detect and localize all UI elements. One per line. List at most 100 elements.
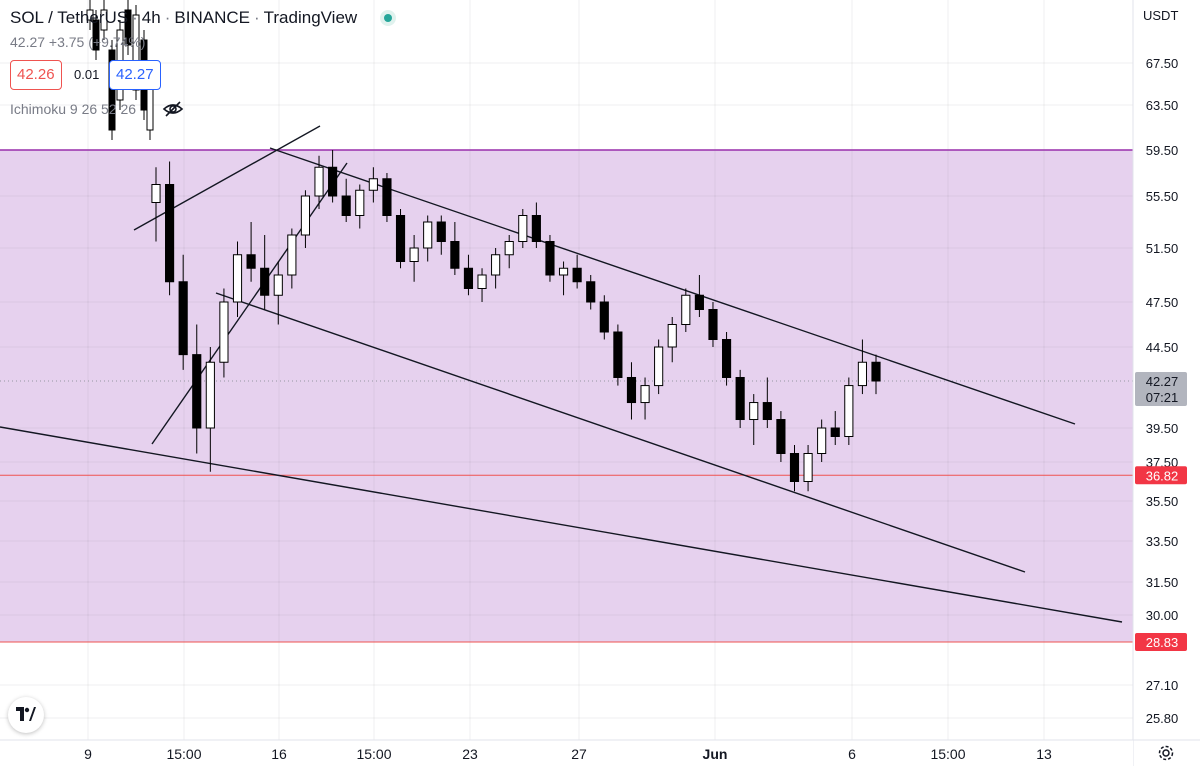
trend-line [269, 147, 1076, 425]
candle-body [192, 354, 202, 429]
candle-body [626, 376, 637, 404]
indicator-legend[interactable]: Ichimoku 9 26 52 26 [10, 101, 137, 117]
candle-body [572, 267, 582, 283]
y-tick-label: 27.10 [1146, 678, 1179, 693]
candle-body [382, 178, 392, 216]
candle-body [857, 361, 867, 387]
x-tick-label: 15:00 [356, 746, 391, 762]
candle-body [165, 184, 175, 283]
candle-body [463, 267, 474, 289]
sell-button[interactable]: 42.26 [10, 60, 62, 90]
candle-body [613, 331, 623, 378]
candle-body [100, 9, 108, 31]
y-tick-label: 39.50 [1146, 421, 1179, 436]
candle-body [368, 178, 378, 191]
y-tick-label: 59.50 [1146, 143, 1179, 158]
candle-body [341, 195, 351, 216]
x-tick-label: 15:00 [930, 746, 965, 762]
candle-body [124, 9, 132, 46]
x-tick-label: 9 [84, 746, 92, 762]
candle-body [694, 294, 704, 310]
currency-label[interactable]: USDT [1143, 8, 1179, 23]
gear-icon[interactable] [1157, 744, 1175, 762]
candle-body [395, 215, 406, 262]
candle-body [477, 274, 487, 289]
candle-body [735, 376, 745, 421]
y-tick-label: 30.00 [1146, 608, 1179, 623]
candle-body [287, 234, 297, 276]
candle-body [762, 402, 772, 421]
trend-line [133, 125, 321, 231]
candle-body [871, 361, 881, 382]
candle-body [108, 49, 116, 131]
candle-body [246, 254, 256, 269]
price-change-value: 42.27 +3.75 (+9.74%) [10, 34, 146, 50]
symbol-header[interactable]: SOL / TetherUS · 4h · BINANCE · TradingView [10, 8, 358, 27]
candle-body [654, 346, 664, 387]
candle-body [586, 281, 596, 303]
candle-body [423, 221, 433, 249]
candle-body [178, 281, 188, 356]
y-tick-label: 44.50 [1146, 340, 1179, 355]
candle-body [518, 215, 528, 242]
candle-body [300, 195, 311, 236]
x-tick-label: 15:00 [166, 746, 201, 762]
candle-body [803, 453, 813, 482]
candle-body [151, 184, 161, 203]
candle-body [708, 309, 718, 340]
x-tick-label: 16 [271, 746, 287, 762]
price-tag-value: 42.27 [1146, 374, 1179, 389]
candle-body [92, 19, 100, 51]
symbol-name[interactable]: SOL / TetherUS [10, 8, 129, 27]
price-change: 42.27 +3.75 (+9.74%) [10, 34, 145, 50]
candle-body [844, 385, 854, 438]
level-tag [1135, 466, 1187, 485]
candle-body [749, 402, 759, 421]
x-tick-label: 13 [1036, 746, 1052, 762]
y-tick-label: 67.50 [1146, 56, 1179, 71]
candle-body [132, 14, 140, 91]
candle-body [205, 361, 215, 429]
price-tag [1135, 372, 1187, 406]
eye-off-icon[interactable] [162, 100, 184, 118]
trend-line [0, 426, 1123, 623]
x-tick-label: Jun [703, 746, 728, 762]
candle-body [776, 419, 786, 454]
candle-body [314, 166, 324, 197]
interval-label[interactable]: 4h [141, 8, 161, 27]
candle-body [450, 241, 460, 269]
candle-body [789, 453, 800, 482]
candle-body [531, 215, 541, 242]
market-status-icon[interactable] [380, 10, 396, 26]
candle-body [355, 189, 365, 216]
time-axis [0, 740, 1133, 766]
level-tag-value: 28.83 [1146, 635, 1179, 650]
candle-body [504, 241, 514, 256]
tradingview-logo-icon[interactable] [8, 697, 44, 733]
trend-line [215, 292, 1026, 573]
x-tick-label: 23 [462, 746, 478, 762]
level-tag-value: 36.82 [1146, 468, 1179, 483]
candle-body [436, 221, 446, 242]
level-tag [1135, 633, 1187, 651]
x-tick-label: 27 [571, 746, 587, 762]
candle-body [640, 385, 650, 404]
y-tick-label: 51.50 [1146, 241, 1179, 256]
candle-body [328, 166, 338, 197]
countdown-value: 07:21 [1146, 390, 1179, 405]
buy-button[interactable]: 42.27 [109, 60, 161, 90]
support-zone [0, 150, 1133, 642]
candle-body [232, 254, 243, 303]
y-tick-label: 35.50 [1146, 494, 1179, 509]
candle-body [260, 267, 270, 296]
candle-body [830, 427, 840, 437]
candle-body [491, 254, 501, 276]
candle-body [681, 294, 691, 325]
exchange-label: BINANCE [174, 8, 250, 27]
candle-body [599, 301, 609, 333]
y-tick-label: 31.50 [1146, 575, 1179, 590]
y-tick-label: 47.50 [1146, 295, 1179, 310]
candle-body [558, 267, 569, 276]
